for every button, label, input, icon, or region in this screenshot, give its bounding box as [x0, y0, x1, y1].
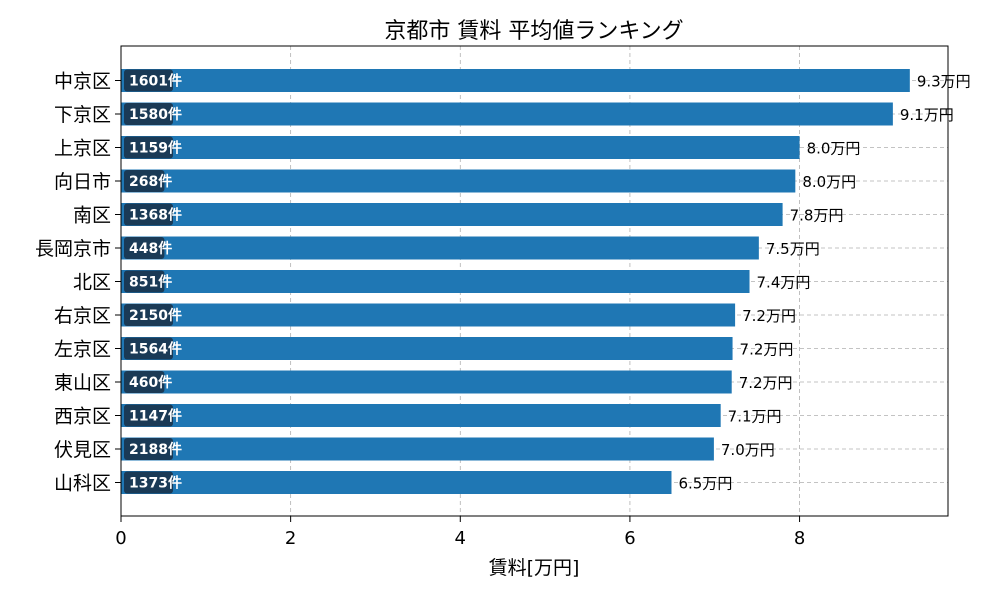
value-label: 7.4万円	[757, 274, 811, 292]
category-label: 南区	[73, 205, 111, 227]
value-label: 9.1万円	[900, 106, 954, 124]
plot-frame	[120, 45, 949, 517]
category-label: 北区	[73, 272, 111, 294]
category-label: 向日市	[54, 171, 111, 193]
count-badge	[124, 103, 173, 125]
count-label: 1580件	[129, 106, 182, 123]
x-axis-label: 賃料[万円]	[489, 557, 580, 579]
count-label: 1368件	[129, 207, 182, 224]
bar	[121, 337, 733, 360]
category-label: 中京区	[54, 71, 111, 93]
count-label: 448件	[129, 240, 172, 257]
bar	[121, 437, 714, 461]
count-badge	[124, 69, 173, 92]
bars: 1601件 9.3万円 1580件 9.1万円 1159件 8.0万円 268件 8.0万円 1…	[121, 69, 971, 494]
value-label: 7.8万円	[790, 207, 844, 225]
count-badge	[124, 404, 173, 427]
x-tick-label: 6	[624, 528, 635, 549]
value-label: 7.2万円	[740, 341, 794, 359]
bar	[121, 136, 800, 159]
count-label: 268件	[129, 173, 172, 190]
category-label: 山科区	[54, 473, 111, 495]
bar	[121, 69, 910, 92]
count-label: 851件	[129, 274, 172, 291]
bar	[121, 370, 732, 394]
count-label: 460件	[129, 374, 172, 391]
count-badge	[124, 203, 173, 226]
count-badge	[124, 136, 173, 159]
count-label: 1147件	[129, 408, 182, 425]
count-badge	[124, 304, 173, 326]
category-label: 上京区	[54, 138, 111, 160]
category-label: 右京区	[54, 305, 111, 327]
category-label: 西京区	[54, 406, 111, 428]
count-badge	[124, 237, 165, 259]
x-tick-label: 8	[794, 528, 805, 549]
count-label: 1601件	[129, 73, 182, 90]
count-label: 2188件	[129, 441, 182, 458]
category-label: 長岡京市	[35, 238, 111, 260]
bar	[121, 270, 750, 293]
x-tick-label: 2	[285, 528, 296, 549]
category-label: 伏見区	[54, 439, 111, 461]
value-label: 7.0万円	[721, 441, 775, 459]
x-tick-label: 4	[455, 528, 466, 549]
count-badge	[124, 471, 173, 494]
count-badge	[124, 170, 165, 192]
value-label: 7.2万円	[739, 374, 793, 392]
count-badge	[124, 337, 173, 360]
x-tick-label: 0	[115, 528, 126, 549]
bar	[121, 404, 721, 427]
bar	[121, 169, 796, 193]
chart-title: 京都市 賃料 平均値ランキング	[384, 19, 683, 44]
count-badge	[124, 371, 165, 393]
count-label: 1564件	[129, 341, 182, 358]
category-label: 左京区	[54, 339, 111, 361]
bar	[121, 471, 672, 494]
x-axis-ticks: 0 2 4 6 8	[115, 516, 805, 549]
bar	[121, 303, 736, 327]
category-label: 下京区	[54, 104, 111, 126]
value-label: 9.3万円	[917, 73, 971, 91]
count-badge	[124, 438, 173, 460]
value-label: 6.5万円	[678, 475, 732, 493]
bar	[121, 102, 893, 126]
bar	[121, 236, 759, 260]
count-label: 2150件	[129, 307, 182, 324]
count-label: 1373件	[129, 475, 182, 492]
category-label: 東山区	[54, 372, 111, 394]
value-label: 7.1万円	[728, 408, 782, 426]
count-label: 1159件	[129, 140, 182, 157]
count-badge	[124, 270, 165, 293]
value-label: 7.2万円	[742, 307, 796, 325]
value-label: 7.5万円	[766, 240, 820, 258]
bar	[121, 203, 783, 226]
value-label: 8.0万円	[807, 140, 861, 158]
value-label: 8.0万円	[802, 173, 856, 191]
